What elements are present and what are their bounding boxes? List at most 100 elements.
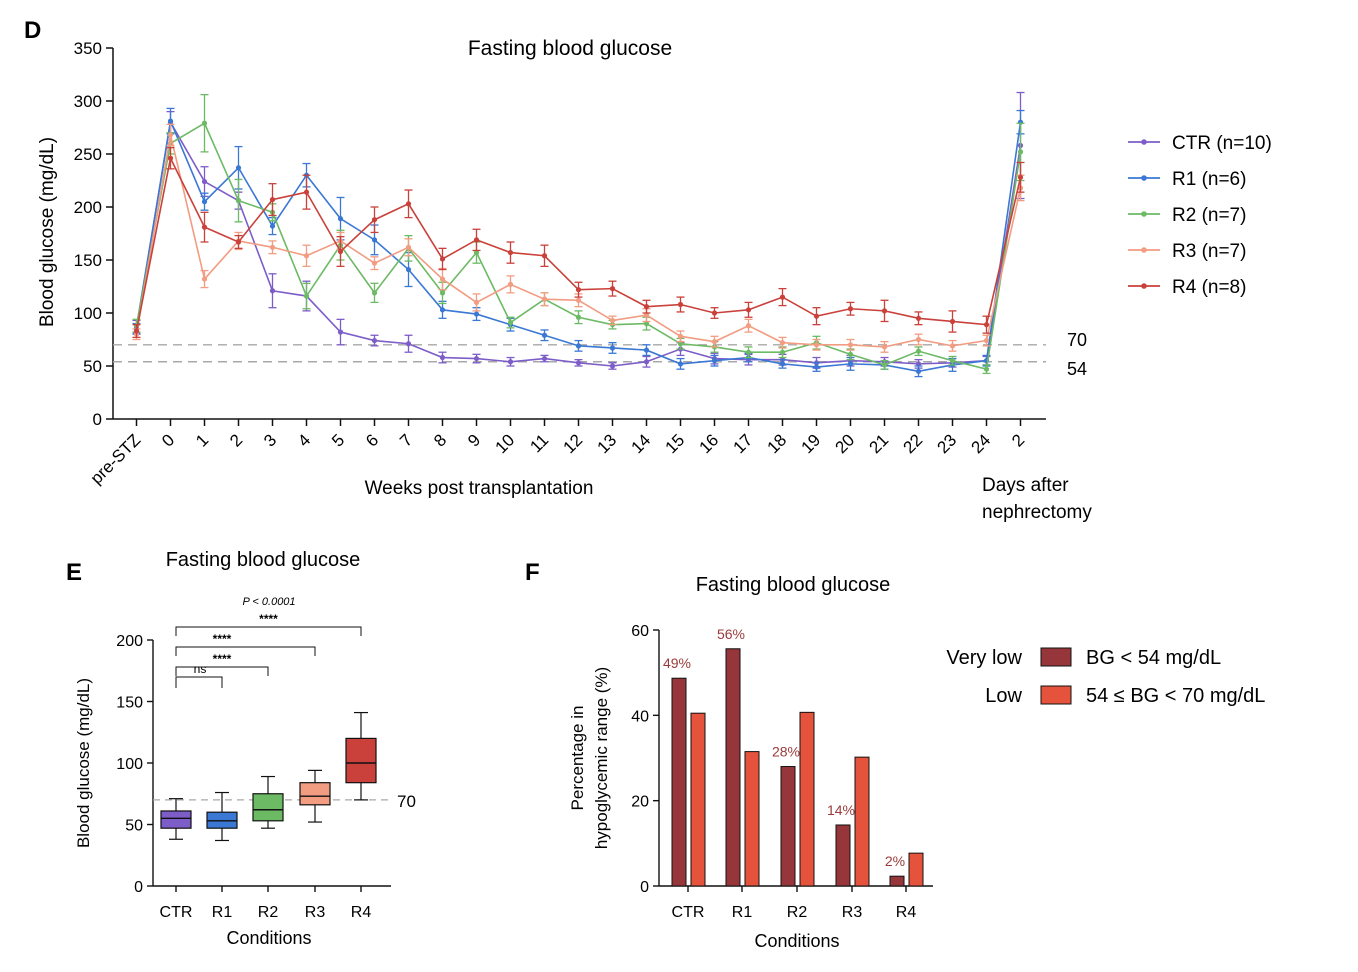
chart-e-y-axis-label: Blood glucose (mg/dL)	[74, 678, 93, 848]
x-tick-label: 24	[968, 430, 995, 457]
x-tick-label: R4	[896, 904, 917, 921]
data-point	[167, 118, 174, 124]
chart-d-x-axis-label-2a: Days after	[982, 475, 1069, 496]
data-point	[575, 297, 582, 303]
legend-marker	[1141, 211, 1147, 217]
data-point	[541, 296, 548, 302]
data-point	[881, 344, 888, 350]
legend-label: BG < 54 mg/dL	[1086, 647, 1221, 669]
y-tick-label: 250	[74, 145, 102, 164]
bar-data-label: 49%	[663, 655, 691, 671]
chart-d-x-axis-label-2b: nephrectomy	[982, 502, 1092, 523]
data-point	[711, 358, 718, 364]
x-tick-label: 13	[594, 430, 621, 457]
legend-swatch	[1040, 647, 1072, 667]
data-point	[303, 189, 310, 195]
data-point	[847, 361, 854, 367]
data-point	[643, 347, 650, 353]
x-tick-label: 7	[396, 430, 416, 450]
data-point	[541, 332, 548, 338]
data-point	[371, 237, 378, 243]
bar-very-low	[835, 824, 851, 887]
data-point	[371, 337, 378, 344]
series-line	[135, 119, 1022, 367]
significance-bracket	[175, 646, 316, 656]
data-point	[813, 364, 820, 370]
data-point	[609, 286, 616, 292]
data-point	[473, 237, 480, 243]
significance-label: ns	[194, 662, 207, 676]
chart-d-x-axis-label: Weeks post transplantation	[365, 478, 594, 499]
y-tick-label: 60	[631, 623, 649, 640]
x-tick-label: 9	[464, 430, 484, 450]
bar-low	[908, 852, 924, 887]
data-point	[575, 360, 582, 366]
y-tick-label: 150	[116, 695, 143, 712]
data-point	[575, 287, 582, 293]
data-point	[303, 293, 310, 299]
legend-label: 54 ≤ BG < 70 mg/dL	[1086, 685, 1265, 707]
data-point	[337, 216, 344, 222]
bar-low	[799, 711, 815, 887]
x-tick-label: 0	[158, 430, 178, 450]
box-iqr	[252, 793, 284, 822]
x-tick-label: 6	[362, 430, 382, 450]
significance-label: ****	[259, 612, 278, 626]
legend-label: CTR (n=10)	[1172, 133, 1272, 154]
data-point	[847, 342, 854, 348]
legend-label: R4 (n=8)	[1172, 277, 1246, 298]
box-r4	[345, 711, 377, 801]
data-point	[677, 301, 684, 308]
data-point	[609, 345, 616, 351]
bar-very-low	[889, 875, 905, 887]
x-tick-label: R3	[305, 904, 326, 921]
x-tick-label: R2	[787, 904, 808, 921]
x-tick-label: 10	[492, 430, 519, 457]
legend-label: R1 (n=6)	[1172, 169, 1246, 190]
data-point	[133, 328, 140, 334]
y-tick-label: 100	[116, 756, 143, 773]
x-tick-label: 19	[798, 430, 825, 457]
data-point	[201, 276, 208, 282]
series-r1	[132, 107, 1025, 378]
panel-letter-e: E	[66, 559, 82, 586]
data-point	[677, 361, 684, 367]
legend-marker	[1141, 139, 1147, 145]
data-point	[235, 165, 242, 171]
chart-d-legend: CTR (n=10) R1 (n=6) R2 (n=7) R3 (n=7) R4 (n=…	[1128, 133, 1272, 298]
x-tick-label: 1	[192, 430, 212, 450]
data-point	[507, 359, 514, 365]
data-point	[167, 155, 174, 161]
legend-marker	[1141, 175, 1147, 181]
data-point	[405, 266, 412, 273]
data-point	[541, 253, 548, 259]
x-tick-label: 23	[934, 430, 961, 457]
data-point	[915, 315, 922, 321]
data-point	[847, 306, 854, 312]
data-point	[371, 260, 378, 266]
box-ctr	[160, 798, 192, 840]
y-tick-label: 350	[74, 39, 102, 58]
chart-f-plot-area: 49% 56% 28% 14% 2%	[663, 626, 924, 887]
legend-marker	[1141, 247, 1147, 253]
data-point	[983, 337, 990, 344]
x-tick-label: 14	[628, 430, 655, 457]
reference-line-label: 70	[1067, 330, 1087, 350]
data-point	[711, 339, 718, 345]
data-point	[371, 217, 378, 223]
y-tick-label: 0	[640, 879, 649, 896]
data-point	[371, 290, 378, 296]
legend-label: R3 (n=7)	[1172, 241, 1246, 262]
bar-low	[744, 751, 760, 887]
data-point	[813, 313, 820, 319]
data-point	[779, 361, 786, 367]
data-point	[643, 304, 650, 310]
bar-very-low	[780, 766, 796, 887]
data-point	[507, 319, 514, 326]
significance-label: ****	[213, 652, 232, 666]
y-tick-label: 20	[631, 794, 649, 811]
data-point	[1017, 174, 1024, 180]
bar-very-low	[725, 648, 741, 887]
legend-group-label: Low	[985, 685, 1022, 707]
